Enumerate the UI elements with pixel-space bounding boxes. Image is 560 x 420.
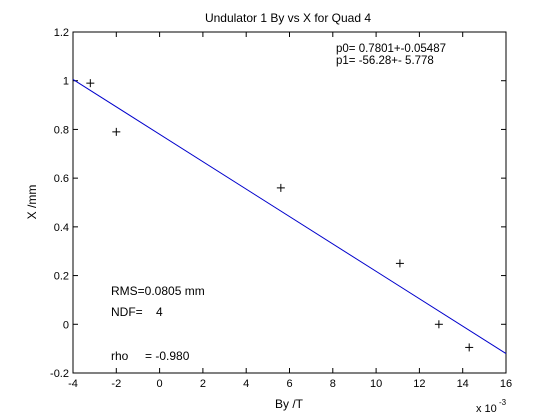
data-point (86, 79, 95, 88)
data-point (395, 259, 404, 268)
annotation-ndf: NDF= 4 (111, 305, 163, 319)
x-tick-label: 0 (157, 378, 163, 390)
x-multiplier-label: x 10 (476, 403, 497, 415)
x-tick-label: 8 (330, 378, 336, 390)
x-tick-label: 10 (370, 378, 382, 390)
data-point (276, 183, 285, 192)
annotation-p1: p1= -56.28+- 5.778 (336, 55, 434, 67)
axis-ticks: -4 -2 0 2 4 6 8 10 12 14 16 -0.2 0 0.2 0.4 0.6 0.8 1 1.2 (50, 27, 512, 390)
x-tick-label: -2 (111, 378, 121, 390)
y-axis-label: X /mm (25, 185, 39, 220)
data-points (86, 79, 474, 352)
x-tick-label: 6 (286, 378, 292, 390)
annotation-rms: RMS=0.0805 mm (111, 284, 205, 298)
x-axis-label: By /T (275, 397, 304, 411)
x-tick-label: 2 (200, 378, 206, 390)
y-tick-label: 1 (63, 76, 69, 88)
x-multiplier-exponent: -3 (499, 398, 507, 407)
annotation-rho: rho = -0.980 (111, 349, 190, 363)
data-point (434, 320, 443, 329)
plot-area (72, 31, 507, 374)
data-point (112, 127, 121, 136)
x-tick-label: 16 (500, 378, 512, 390)
fit-line-layer (72, 79, 507, 355)
x-tick-label: 14 (457, 378, 469, 390)
x-tick-label: 4 (243, 378, 249, 390)
annotation-p0: p0= 0.7801+-0.05487 (336, 43, 446, 55)
x-tick-label: -4 (68, 378, 78, 390)
y-tick-label: 0.6 (54, 173, 69, 185)
chart-title: Undulator 1 By vs X for Quad 4 (205, 11, 371, 25)
y-tick-label: 0.4 (54, 222, 69, 234)
x-tick-label: 12 (413, 378, 425, 390)
y-tick-label: 1.2 (54, 27, 69, 39)
y-tick-label: 0.8 (54, 124, 69, 136)
fit-line (72, 79, 507, 355)
y-tick-label: 0 (63, 319, 69, 331)
y-tick-label: -0.2 (50, 368, 69, 380)
data-point (465, 343, 474, 352)
y-tick-label: 0.2 (54, 271, 69, 283)
